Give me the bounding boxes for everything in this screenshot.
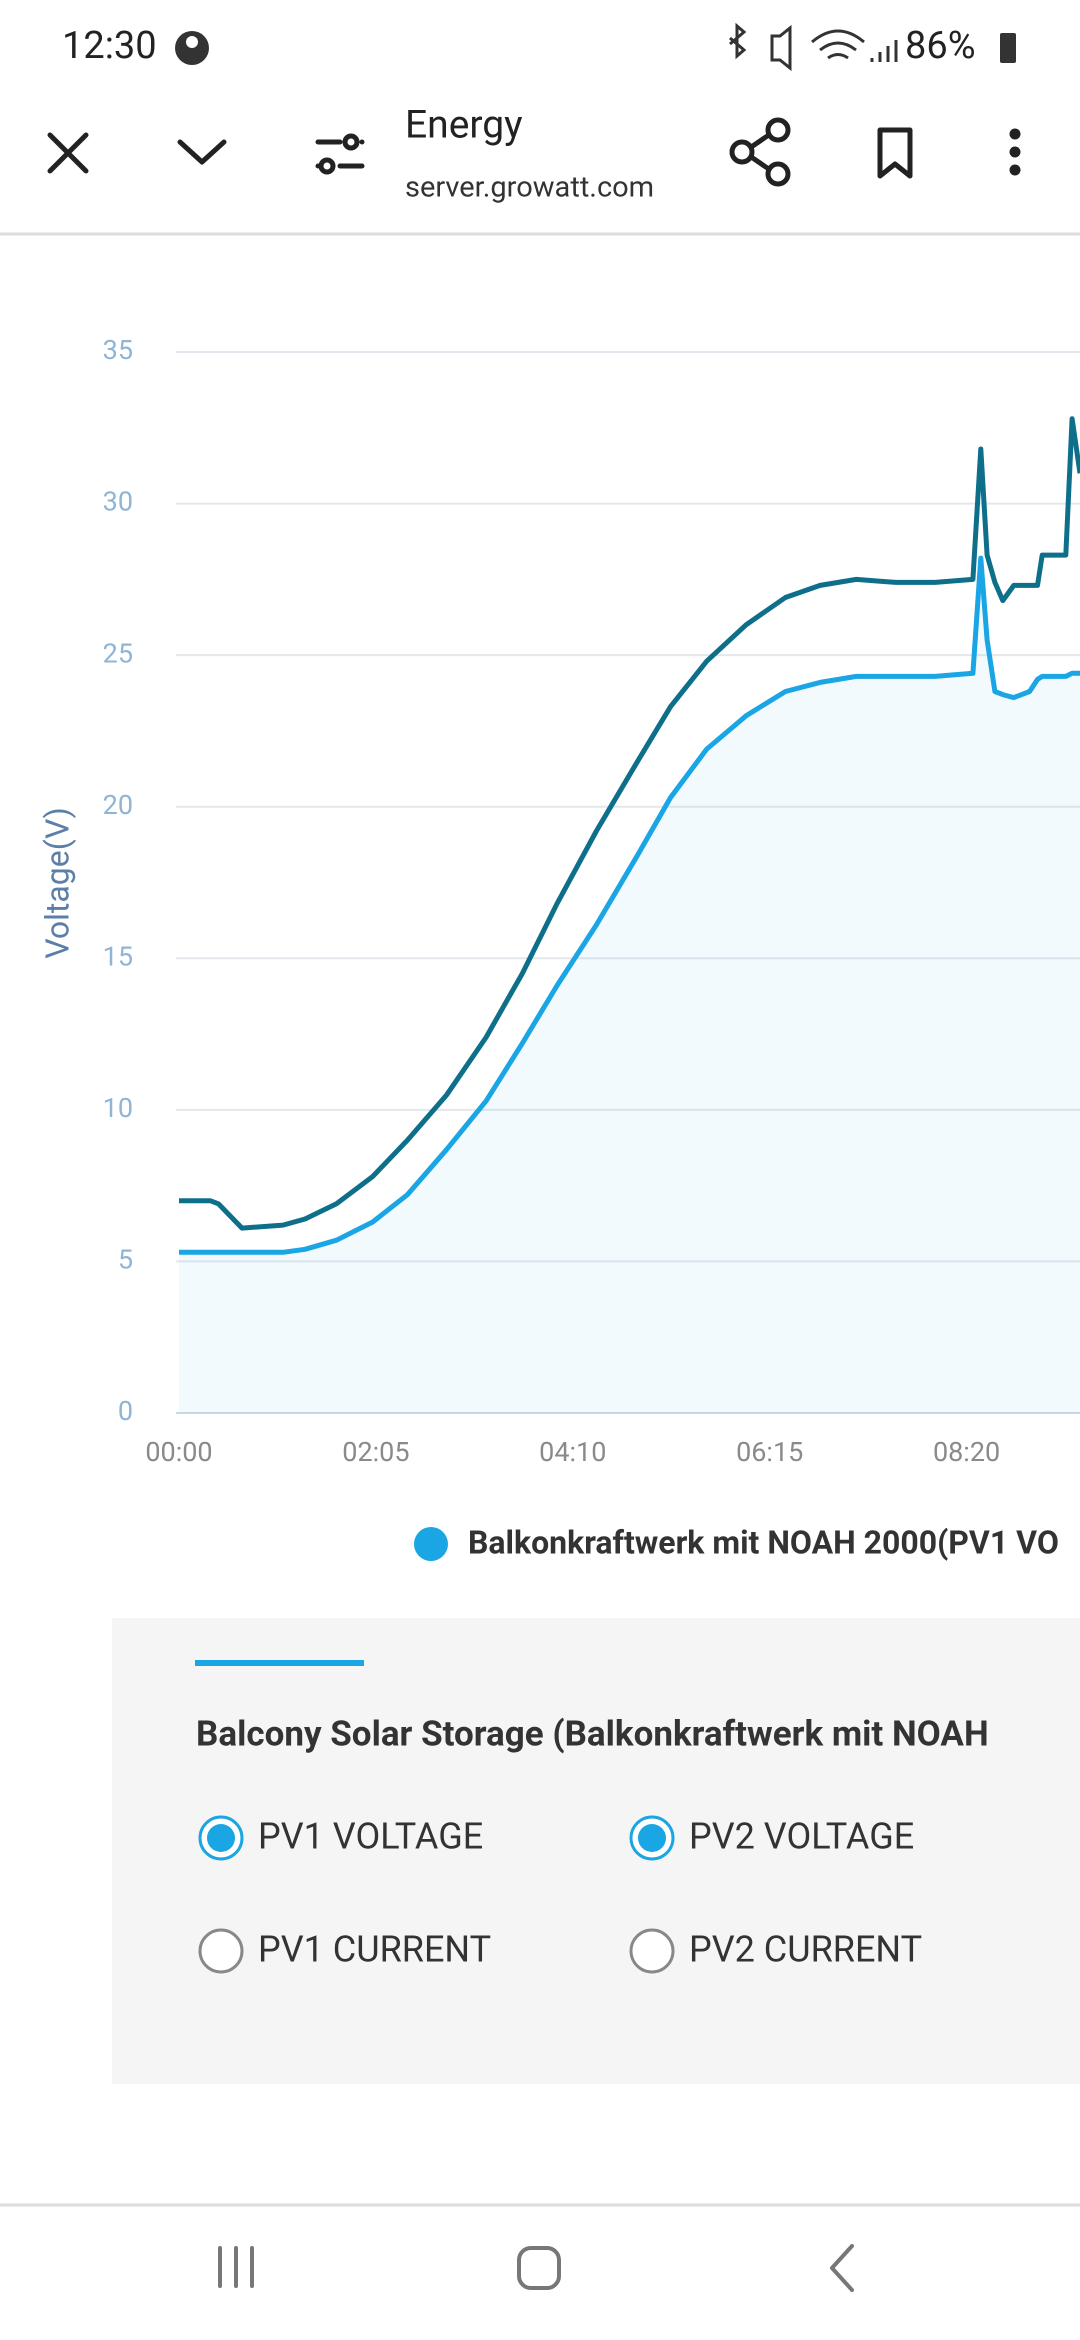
x-tick-label: 08:20 — [933, 1436, 1000, 1468]
panel-heading: Balcony Solar Storage (Balkonkraftwerk m… — [196, 1713, 989, 1754]
panel-accent — [195, 1660, 364, 1666]
y-tick-label: 25 — [103, 637, 133, 669]
radio-button[interactable] — [198, 1928, 244, 1974]
y-tick-label: 35 — [103, 334, 133, 366]
radio-option[interactable]: PV1 CURRENT — [198, 1928, 491, 1974]
y-axis-label: Voltage(V) — [38, 807, 76, 959]
recents-button[interactable] — [218, 2246, 254, 2288]
radio-dot — [207, 1824, 235, 1852]
x-tick-label: 02:05 — [342, 1436, 409, 1468]
chart: Voltage(V) 0 5 10 15 20 25 30 35 00:00 02:05 04:10… — [38, 334, 1080, 1561]
battery-icon — [1000, 33, 1016, 63]
home-button[interactable] — [517, 2246, 561, 2290]
radio-label: PV2 VOLTAGE — [689, 1816, 914, 1858]
radio-label: PV1 VOLTAGE — [258, 1816, 483, 1858]
radio-option[interactable]: PV1 VOLTAGE — [198, 1815, 483, 1861]
legend-label: Balkonkraftwerk mit NOAH 2000(PV1 VO — [468, 1523, 1059, 1561]
radio-option[interactable]: PV2 VOLTAGE — [629, 1815, 914, 1861]
x-tick-label: 00:00 — [145, 1436, 212, 1468]
status-icon-inner — [186, 36, 198, 48]
page-settings-button[interactable] — [315, 133, 365, 175]
status-battery: 86% — [905, 24, 976, 68]
radio-label: PV2 CURRENT — [689, 1929, 922, 1971]
close-button[interactable] — [47, 132, 89, 174]
options: PV1 VOLTAGE PV2 VOLTAGE PV1 CURRENT PV2 CUR… — [198, 1815, 922, 1974]
y-tick-label: 20 — [103, 789, 133, 821]
toolbar-url: server.growatt.com — [405, 171, 654, 205]
x-tick-label: 06:15 — [736, 1436, 803, 1468]
radio-button[interactable] — [629, 1928, 675, 1974]
area — [179, 558, 1080, 1413]
y-tick-label: 0 — [118, 1395, 133, 1427]
x-tick-label: 04:10 — [539, 1436, 606, 1468]
status-icons — [729, 22, 898, 72]
bookmark-button[interactable] — [877, 127, 913, 179]
collapse-button[interactable] — [177, 139, 227, 165]
menu-button[interactable] — [1009, 128, 1021, 176]
status-time: 12:30 — [62, 24, 157, 68]
y-tick-label: 30 — [103, 486, 133, 518]
legend-marker — [414, 1527, 448, 1561]
radio-dot — [638, 1824, 666, 1852]
y-tick-label: 5 — [118, 1244, 133, 1276]
radio-label: PV1 CURRENT — [258, 1929, 491, 1971]
y-tick-label: 15 — [103, 940, 133, 972]
share-button[interactable] — [729, 117, 791, 187]
back-button[interactable] — [830, 2244, 854, 2292]
selector-panel — [112, 1618, 1080, 2084]
toolbar-title: Energy — [405, 101, 523, 147]
radio-option[interactable]: PV2 CURRENT — [629, 1928, 922, 1974]
line — [179, 555, 1080, 1255]
line — [179, 416, 1080, 1231]
y-tick-label: 10 — [103, 1092, 133, 1124]
